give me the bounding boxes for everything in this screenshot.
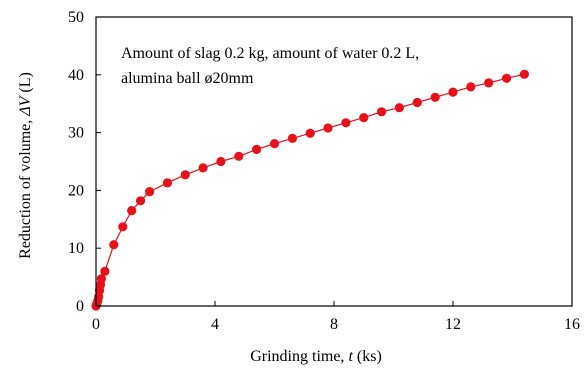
data-point xyxy=(145,187,155,197)
x-tick-label: 4 xyxy=(211,316,219,333)
annotation-line-2: alumina ball ø20mm xyxy=(121,70,254,87)
data-points-layer xyxy=(91,69,530,311)
data-point xyxy=(448,87,458,97)
data-point xyxy=(162,178,172,188)
data-point xyxy=(109,240,119,250)
data-point xyxy=(323,123,333,133)
y-tick-label: 50 xyxy=(68,9,84,26)
fit-curve-layer xyxy=(95,73,525,307)
y-tick-label: 40 xyxy=(68,67,84,84)
data-point xyxy=(136,196,146,206)
x-tick-label: 8 xyxy=(330,316,338,333)
data-point xyxy=(377,107,387,117)
x-axis-label-suffix: (ks) xyxy=(353,348,382,365)
annotation-line-1: Amount of slag 0.2 kg, amount of water 0… xyxy=(121,45,419,62)
data-point xyxy=(100,266,110,276)
data-point xyxy=(519,69,530,79)
data-point xyxy=(359,113,369,123)
data-point xyxy=(216,156,226,167)
y-axis-label-var: ΔV xyxy=(17,94,34,116)
data-point xyxy=(118,222,128,232)
data-point xyxy=(234,151,244,161)
data-point xyxy=(269,139,280,149)
data-point xyxy=(287,133,297,143)
y-tick-label: 20 xyxy=(68,182,84,199)
data-point xyxy=(430,92,440,102)
fit-curve xyxy=(95,73,525,307)
data-point xyxy=(484,78,494,88)
data-point xyxy=(412,97,422,108)
data-point xyxy=(252,144,262,154)
x-axis-label-var: t xyxy=(348,348,353,365)
data-point xyxy=(198,163,208,173)
data-point xyxy=(305,128,315,138)
data-point xyxy=(127,206,137,216)
y-axis-label-suffix: (L) xyxy=(17,72,34,96)
y-tick-label: 30 xyxy=(68,125,84,142)
y-tick-label: 0 xyxy=(76,298,84,315)
data-point xyxy=(96,274,106,284)
x-tick-label: 16 xyxy=(564,316,580,333)
tick-labels: 0 4 8 12 16 0 10 20 30 40 50 xyxy=(68,9,580,333)
y-axis-label: Reduction of volume, ΔV (L) xyxy=(17,72,34,259)
data-point xyxy=(180,170,190,180)
x-tick-label: 12 xyxy=(445,316,461,333)
x-axis-label-prefix: Grinding time, xyxy=(250,348,348,365)
y-axis-label-prefix: Reduction of volume, xyxy=(17,116,34,259)
data-point xyxy=(341,118,351,128)
data-point xyxy=(502,73,512,83)
plot-frame xyxy=(95,16,573,307)
x-tick-label: 0 xyxy=(92,316,100,333)
data-point xyxy=(394,103,404,113)
data-point xyxy=(466,82,476,92)
x-axis-label: Grinding time, t (ks) xyxy=(250,348,382,365)
y-tick-label: 10 xyxy=(68,240,84,257)
